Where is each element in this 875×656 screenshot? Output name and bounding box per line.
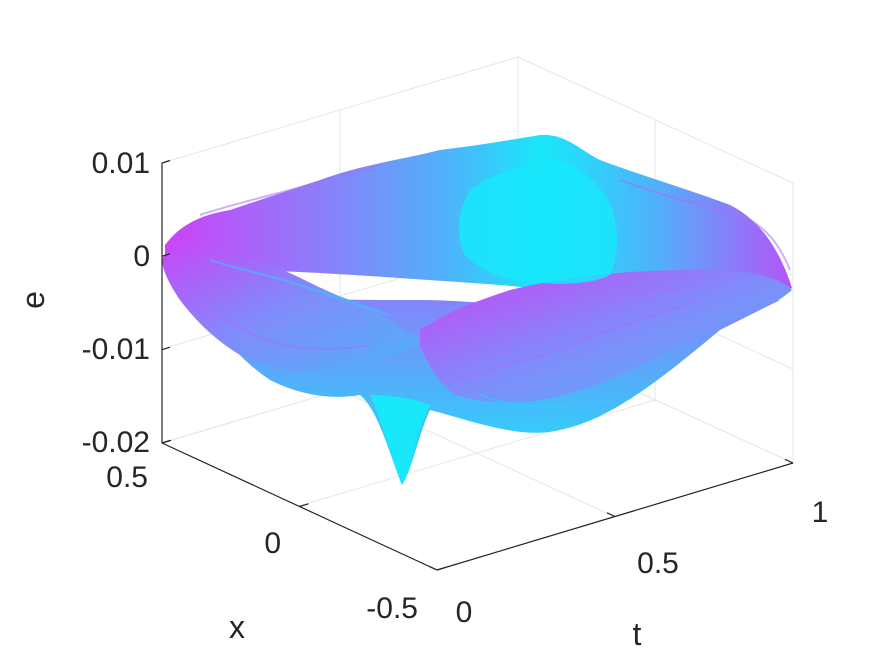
surface-right-ridge <box>420 269 792 403</box>
z-tick-label: 0 <box>133 240 150 273</box>
surface-highlights <box>209 259 571 408</box>
x-tick-label: 1 <box>812 496 829 529</box>
y-tick-mark <box>436 566 447 571</box>
surface-left-ridge <box>162 236 420 372</box>
y-tick-label: 0.5 <box>106 461 148 494</box>
surface-center-bulge <box>458 159 617 284</box>
tick-marks <box>161 159 794 571</box>
y-tick-label: 0 <box>264 527 281 560</box>
y-tick-label: -0.5 <box>366 592 418 625</box>
x-tick-mark <box>784 458 794 464</box>
surface-spike <box>370 395 430 485</box>
y-tick-mark <box>161 439 172 444</box>
x-tick-labels: 0 0.5 1 <box>456 496 829 629</box>
ripple-line <box>619 179 791 271</box>
highlight-line <box>479 394 571 408</box>
y-tick-mark <box>299 503 309 508</box>
z-tick-mark <box>161 253 171 257</box>
x-tick-mark <box>428 565 438 571</box>
x-tick-label: 0 <box>456 596 473 629</box>
z-tick-mark <box>161 159 171 164</box>
error-surface <box>162 134 792 485</box>
ripple-line <box>199 164 381 216</box>
highlight-line <box>209 259 391 316</box>
x-tick-label: 0.5 <box>637 547 679 580</box>
x-tick-mark <box>606 512 616 518</box>
z-tick-mark <box>161 346 171 351</box>
z-axis-label: e <box>15 291 51 309</box>
y-tick-labels: 0.5 0 -0.5 <box>106 461 418 625</box>
z-tick-label: -0.01 <box>82 333 150 366</box>
z-tick-label: -0.02 <box>82 426 150 459</box>
x-axis-label: t <box>633 616 642 652</box>
z-tick-labels: 0.01 0 -0.01 -0.02 <box>82 147 150 459</box>
ripple-line <box>189 299 371 350</box>
surface-ripples <box>189 164 791 381</box>
ripple-line <box>439 287 681 341</box>
y-axis-label: x <box>229 609 245 645</box>
ripple-line <box>449 299 701 381</box>
z-tick-label: 0.01 <box>92 147 150 180</box>
